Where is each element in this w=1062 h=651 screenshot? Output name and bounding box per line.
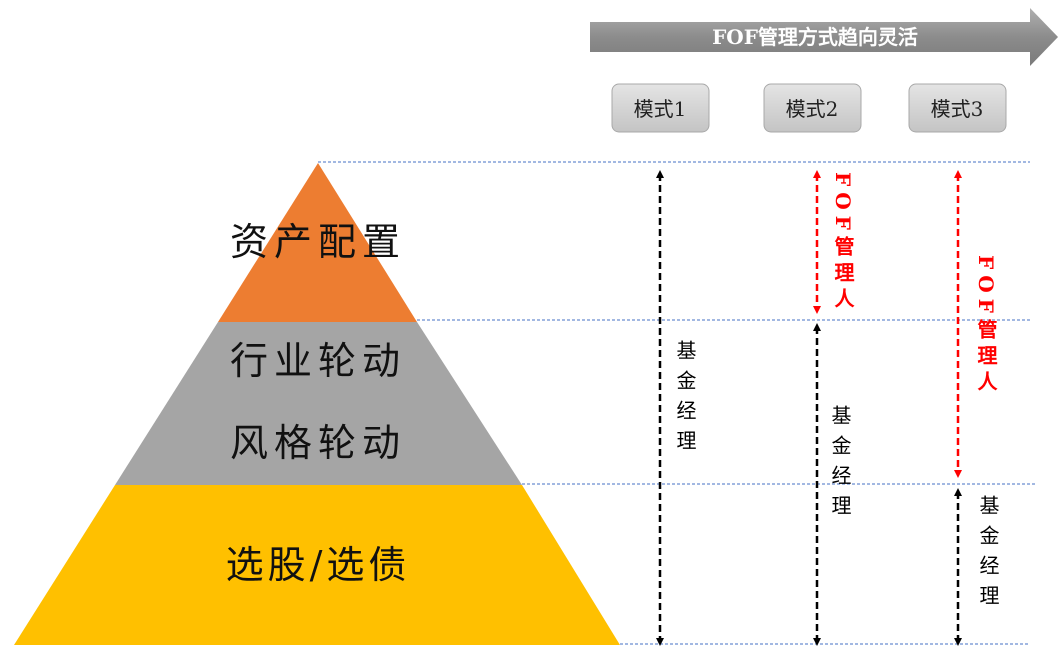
mode2-fof-manager-label: FOF管理人: [831, 172, 855, 314]
pyramid-bottom-security-selection: [14, 485, 620, 645]
pyramid-middle-label-1: 行业轮动: [230, 339, 406, 383]
pyramid-bottom-label: 选股/选债: [226, 543, 411, 587]
mode3-fund-manager-label: 基金经理: [976, 495, 1000, 615]
pyramid-top-asset-allocation: [218, 163, 417, 322]
mode-label: 模式3: [931, 97, 984, 121]
mode-label: 模式1: [634, 97, 687, 121]
mode1-fund-manager-label: 基金经理: [673, 340, 697, 460]
trend-banner-arrow: FOF管理方式趋向灵活: [590, 8, 1058, 66]
pyramid-middle-rotation: [115, 322, 522, 485]
mode3-fof-manager-label: FOF管理人: [974, 255, 998, 397]
pyramid-top-label: 资产配置: [230, 220, 406, 264]
mode-box-3: 模式3: [908, 83, 1007, 133]
pyramid-middle-label-2: 风格轮动: [230, 421, 406, 465]
banner-label: FOF管理方式趋向灵活: [712, 25, 918, 49]
mode2-fund-manager-label: 基金经理: [828, 405, 852, 525]
mode-box-1: 模式1: [611, 83, 710, 133]
mode-box-2: 模式2: [763, 83, 862, 133]
mode-label: 模式2: [786, 97, 839, 121]
pyramid: 资产配置 行业轮动 风格轮动 选股/选债: [14, 163, 620, 645]
